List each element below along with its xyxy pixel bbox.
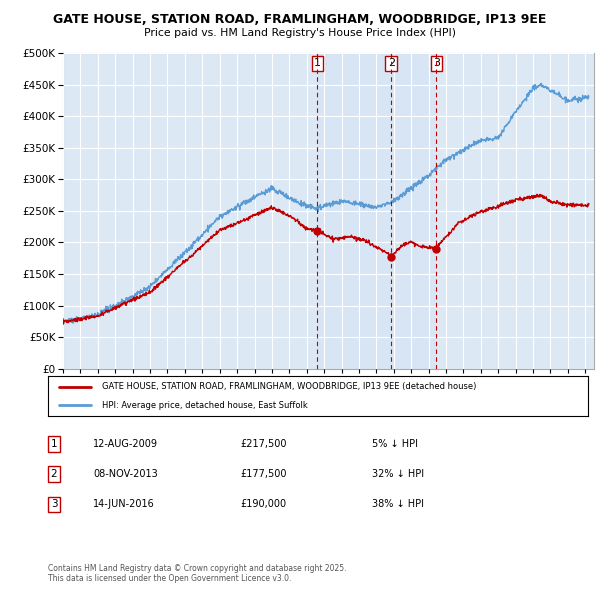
Text: HPI: Average price, detached house, East Suffolk: HPI: Average price, detached house, East…: [102, 401, 308, 409]
Text: 2: 2: [388, 58, 395, 68]
Text: 3: 3: [50, 500, 58, 509]
Text: 14-JUN-2016: 14-JUN-2016: [93, 500, 155, 509]
Text: GATE HOUSE, STATION ROAD, FRAMLINGHAM, WOODBRIDGE, IP13 9EE (detached house): GATE HOUSE, STATION ROAD, FRAMLINGHAM, W…: [102, 382, 476, 391]
Text: 2: 2: [50, 470, 58, 479]
Text: £217,500: £217,500: [240, 440, 287, 449]
Text: Contains HM Land Registry data © Crown copyright and database right 2025.
This d: Contains HM Land Registry data © Crown c…: [48, 563, 347, 583]
Bar: [317, 53, 436, 369]
Text: 12-AUG-2009: 12-AUG-2009: [93, 440, 158, 449]
Text: GATE HOUSE, STATION ROAD, FRAMLINGHAM, WOODBRIDGE, IP13 9EE: GATE HOUSE, STATION ROAD, FRAMLINGHAM, W…: [53, 13, 547, 26]
Text: 08-NOV-2013: 08-NOV-2013: [93, 470, 158, 479]
Text: 32% ↓ HPI: 32% ↓ HPI: [372, 470, 424, 479]
Text: 3: 3: [433, 58, 440, 68]
Text: 1: 1: [50, 440, 58, 449]
Text: 38% ↓ HPI: 38% ↓ HPI: [372, 500, 424, 509]
Text: £177,500: £177,500: [240, 470, 287, 479]
Text: 5% ↓ HPI: 5% ↓ HPI: [372, 440, 418, 449]
Text: Price paid vs. HM Land Registry's House Price Index (HPI): Price paid vs. HM Land Registry's House …: [144, 28, 456, 38]
Text: 1: 1: [314, 58, 321, 68]
Text: £190,000: £190,000: [240, 500, 286, 509]
